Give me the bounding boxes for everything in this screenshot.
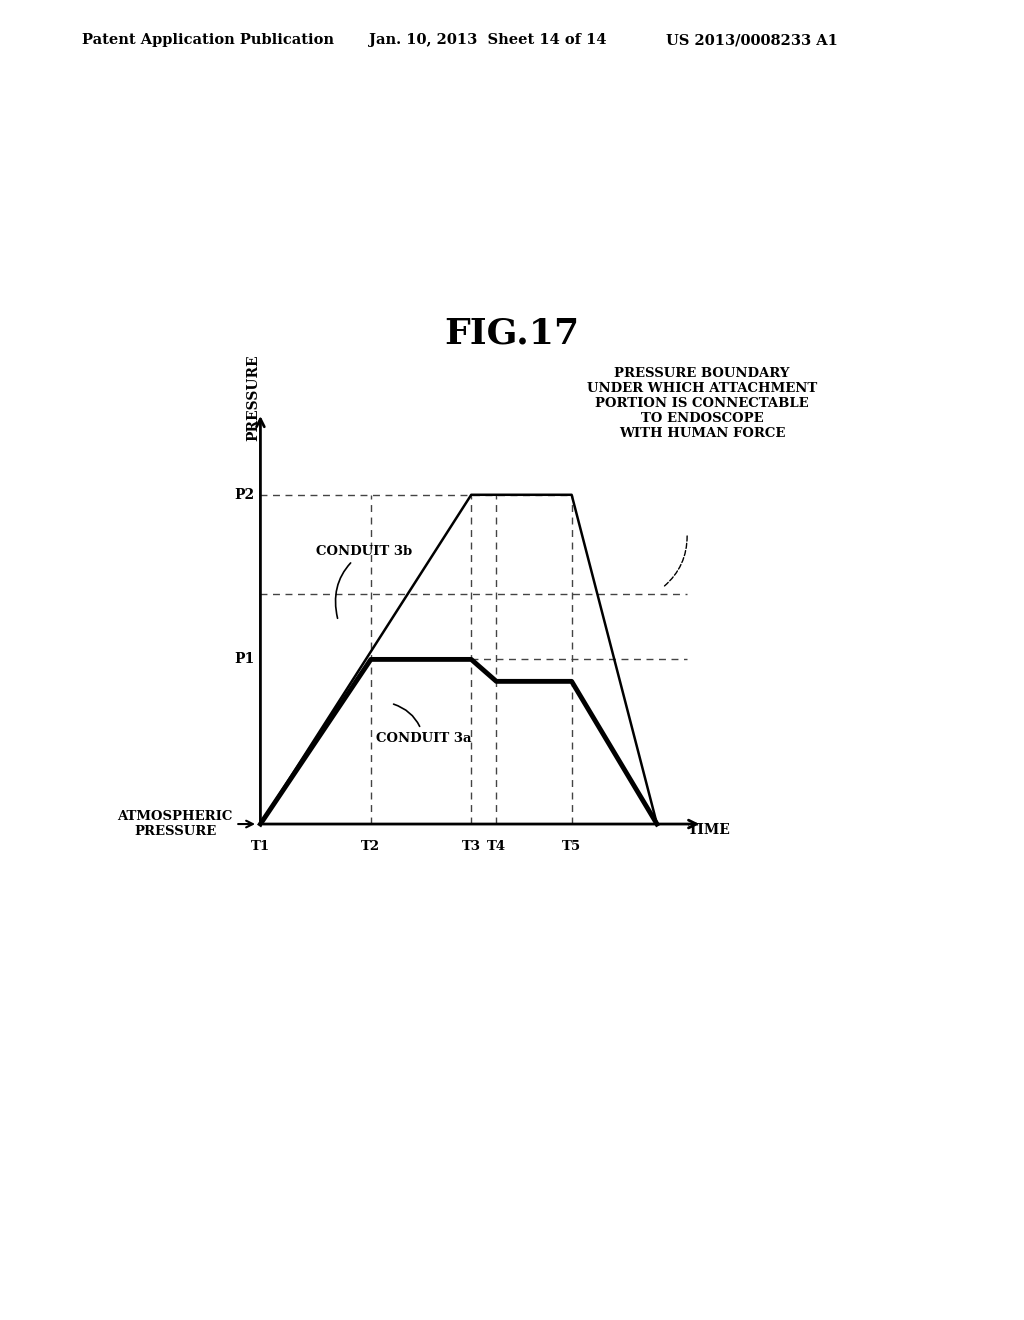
Text: T2: T2 bbox=[361, 841, 380, 854]
Text: P1: P1 bbox=[234, 652, 254, 667]
Text: US 2013/0008233 A1: US 2013/0008233 A1 bbox=[666, 33, 838, 48]
Text: ATMOSPHERIC
PRESSURE: ATMOSPHERIC PRESSURE bbox=[118, 810, 232, 838]
Text: T3: T3 bbox=[462, 841, 480, 854]
Text: T1: T1 bbox=[251, 841, 270, 854]
Text: Patent Application Publication: Patent Application Publication bbox=[82, 33, 334, 48]
Text: FIG.17: FIG.17 bbox=[444, 317, 580, 351]
Text: PRESSURE: PRESSURE bbox=[247, 355, 260, 441]
Text: PRESSURE BOUNDARY
UNDER WHICH ATTACHMENT
PORTION IS CONNECTABLE
TO ENDOSCOPE
WIT: PRESSURE BOUNDARY UNDER WHICH ATTACHMENT… bbox=[587, 367, 817, 440]
Text: Jan. 10, 2013  Sheet 14 of 14: Jan. 10, 2013 Sheet 14 of 14 bbox=[369, 33, 606, 48]
Text: P2: P2 bbox=[234, 488, 254, 502]
Text: CONDUIT 3a: CONDUIT 3a bbox=[376, 704, 471, 744]
Text: TIME: TIME bbox=[688, 822, 731, 837]
Text: CONDUIT 3b: CONDUIT 3b bbox=[315, 545, 412, 618]
Text: T5: T5 bbox=[562, 841, 582, 854]
Text: T4: T4 bbox=[486, 841, 506, 854]
